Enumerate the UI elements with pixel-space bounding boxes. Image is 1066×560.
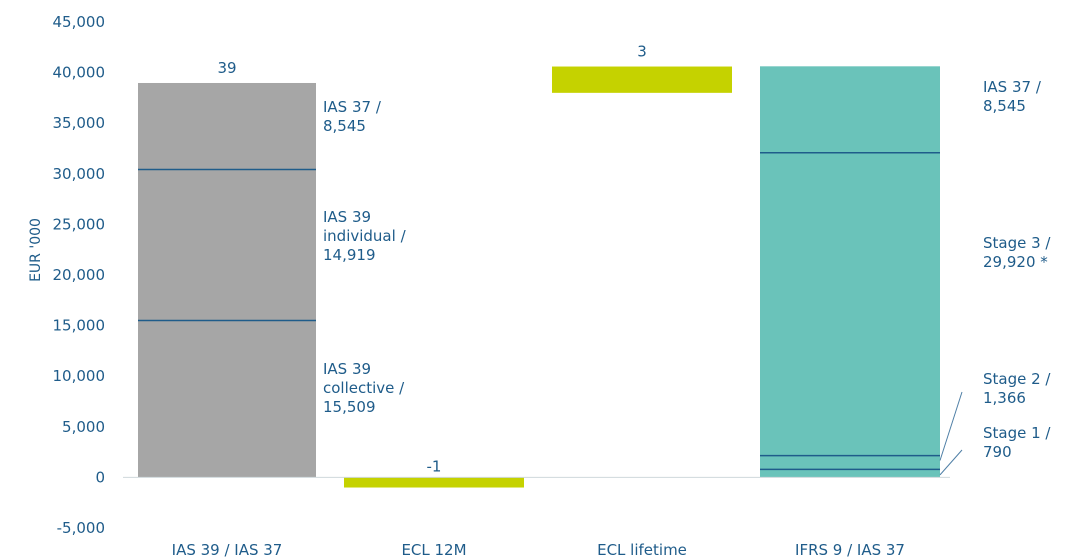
y-tick-label: 30,000 bbox=[53, 165, 106, 183]
segment-label: Stage 1 / bbox=[983, 424, 1051, 442]
data-label: -1 bbox=[427, 457, 442, 475]
x-category-label: ECL lifetime bbox=[597, 541, 687, 559]
x-axis: IAS 39 / IAS 37 ECL 12M ECL lifetime IFRS 9… bbox=[172, 541, 905, 559]
segment-label: 15,509 bbox=[323, 398, 376, 416]
segment-label: 14,919 bbox=[323, 246, 376, 264]
y-tick-label: 0 bbox=[95, 468, 105, 486]
segment-label: IAS 37 / bbox=[323, 98, 382, 116]
y-tick-label: 15,000 bbox=[53, 317, 106, 335]
segment-label: Stage 2 / bbox=[983, 370, 1051, 388]
y-tick-label: -5,000 bbox=[57, 519, 105, 537]
segment-label: 8,545 bbox=[323, 117, 366, 135]
y-tick-label: 5,000 bbox=[62, 418, 105, 436]
bar-3 bbox=[760, 66, 940, 478]
bar-2 bbox=[552, 66, 732, 93]
y-tick-label: 40,000 bbox=[53, 64, 106, 82]
y-tick-label: 25,000 bbox=[53, 215, 106, 233]
segment-label: Stage 3 / bbox=[983, 234, 1051, 252]
data-label: 39 bbox=[217, 59, 236, 77]
y-tick-label: 35,000 bbox=[53, 114, 106, 132]
segment-label: individual / bbox=[323, 227, 407, 245]
segment-label: IAS 37 / bbox=[983, 78, 1042, 96]
segment-label: 8,545 bbox=[983, 97, 1026, 115]
segment-label: 790 bbox=[983, 443, 1012, 461]
segment-label: IAS 39 bbox=[323, 360, 371, 378]
bars-layer bbox=[123, 66, 950, 488]
segment-label: IAS 39 bbox=[323, 208, 371, 226]
leader-line bbox=[939, 391, 963, 461]
segment-label: 29,920 * bbox=[983, 253, 1048, 271]
bar-0 bbox=[138, 82, 316, 478]
y-axis: -5,000 0 5,000 10,000 15,000 20,000 25,000 30,0… bbox=[53, 13, 106, 537]
leader-line bbox=[939, 449, 963, 476]
y-axis-label: EUR '000 bbox=[28, 218, 44, 282]
data-label: 3 bbox=[637, 43, 647, 61]
x-category-label: IAS 39 / IAS 37 bbox=[172, 541, 283, 559]
y-tick-label: 20,000 bbox=[53, 266, 106, 284]
segment-label: collective / bbox=[323, 379, 405, 397]
segment-label: 1,366 bbox=[983, 389, 1026, 407]
y-tick-label: 45,000 bbox=[53, 13, 106, 31]
x-category-label: ECL 12M bbox=[401, 541, 466, 559]
y-tick-label: 10,000 bbox=[53, 367, 106, 385]
x-category-label: IFRS 9 / IAS 37 bbox=[795, 541, 905, 559]
bar-1 bbox=[344, 477, 524, 488]
